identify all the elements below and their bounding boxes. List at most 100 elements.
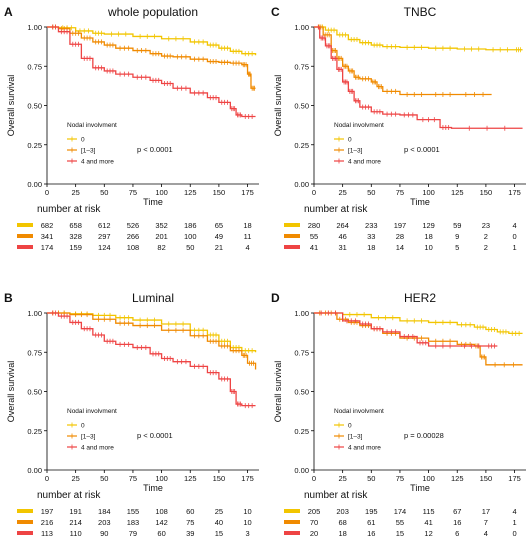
survival-curve-2	[47, 26, 256, 89]
panel-label: B	[4, 291, 13, 305]
risk-count: 40	[215, 518, 223, 527]
x-tick-label: 0	[312, 474, 316, 483]
risk-count: 2	[484, 243, 488, 252]
risk-count: 70	[310, 518, 318, 527]
panel-label: D	[271, 291, 280, 305]
x-axis-label: Time	[143, 197, 163, 207]
risk-count: 18	[243, 221, 251, 230]
risk-count: 100	[184, 232, 197, 241]
risk-count: 205	[308, 507, 321, 516]
risk-count: 16	[367, 529, 375, 538]
risk-count: 79	[129, 529, 137, 538]
risk-count: 183	[127, 518, 140, 527]
risk-count: 115	[423, 507, 435, 516]
risk-count: 233	[365, 221, 378, 230]
risk-row-swatch	[17, 520, 33, 524]
risk-count: 82	[157, 243, 165, 252]
survival-curve-2	[47, 312, 257, 370]
risk-count: 201	[155, 232, 168, 241]
risk-row-swatch	[17, 509, 33, 513]
y-tick-label: 0.75	[294, 62, 309, 71]
x-tick-label: 125	[451, 474, 464, 483]
y-axis-label: Overall survival	[273, 75, 283, 137]
risk-count: 31	[338, 243, 346, 252]
risk-count: 682	[41, 221, 54, 230]
legend-label: 4 and more	[81, 445, 114, 452]
risk-table-title: number at risk	[304, 204, 368, 215]
risk-count: 341	[41, 232, 54, 241]
y-tick-label: 0.50	[27, 388, 42, 397]
risk-table-title: number at risk	[37, 490, 101, 501]
risk-count: 1	[512, 243, 516, 252]
risk-count: 18	[338, 529, 346, 538]
risk-count: 174	[394, 507, 407, 516]
x-axis-label: Time	[410, 483, 430, 493]
legend-label: [1–3]	[348, 148, 363, 155]
legend-title: Nodal involvment	[334, 408, 384, 415]
x-tick-label: 50	[100, 474, 108, 483]
risk-count: 50	[186, 243, 194, 252]
legend-title: Nodal involvment	[67, 408, 117, 415]
risk-count: 195	[365, 507, 378, 516]
risk-count: 184	[98, 507, 111, 516]
x-tick-label: 0	[45, 188, 49, 197]
survival-curve-1	[314, 26, 523, 51]
x-tick-label: 25	[71, 188, 79, 197]
risk-count: 7	[484, 518, 488, 527]
risk-count: 216	[41, 518, 54, 527]
risk-count: 0	[512, 232, 516, 241]
y-tick-label: 1.00	[294, 23, 309, 32]
risk-count: 197	[394, 221, 407, 230]
chart-title: TNBC	[404, 5, 437, 19]
risk-count: 2	[484, 232, 488, 241]
y-tick-label: 0.25	[294, 141, 309, 150]
survival-curve-3	[314, 26, 523, 129]
risk-row-swatch	[284, 520, 300, 524]
x-tick-label: 125	[451, 188, 464, 197]
risk-count: 10	[424, 243, 432, 252]
risk-count: 110	[70, 529, 82, 538]
x-tick-label: 25	[338, 188, 346, 197]
risk-count: 41	[424, 518, 432, 527]
risk-count: 197	[41, 507, 54, 516]
risk-count: 41	[310, 243, 318, 252]
risk-count: 5	[455, 243, 459, 252]
risk-row-swatch	[17, 234, 33, 238]
p-value: p < 0.0001	[137, 145, 173, 154]
risk-count: 280	[308, 221, 321, 230]
x-axis-label: Time	[143, 483, 163, 493]
survival-curve-3	[47, 312, 256, 407]
risk-count: 68	[338, 518, 346, 527]
risk-count: 9	[455, 232, 459, 241]
risk-count: 352	[155, 221, 168, 230]
risk-count: 174	[41, 243, 54, 252]
risk-count: 3	[245, 529, 249, 538]
x-tick-label: 75	[129, 474, 137, 483]
risk-count: 4	[512, 221, 516, 230]
risk-count: 328	[69, 232, 82, 241]
risk-count: 124	[98, 243, 111, 252]
risk-count: 264	[336, 221, 349, 230]
x-tick-label: 175	[508, 474, 521, 483]
y-tick-label: 0.25	[27, 141, 42, 150]
x-tick-label: 0	[45, 474, 49, 483]
risk-count: 526	[127, 221, 140, 230]
x-tick-label: 100	[155, 188, 168, 197]
chart-title: whole population	[107, 5, 198, 19]
risk-count: 203	[336, 507, 349, 516]
y-axis-label: Overall survival	[273, 361, 283, 423]
legend-label: [1–3]	[348, 434, 363, 441]
y-tick-label: 0.50	[294, 388, 309, 397]
x-tick-label: 175	[241, 474, 254, 483]
risk-count: 159	[69, 243, 82, 252]
risk-count: 39	[186, 529, 194, 538]
y-tick-label: 0.00	[27, 466, 42, 475]
risk-count: 658	[69, 221, 82, 230]
legend-label: 0	[81, 423, 85, 430]
y-tick-label: 0.75	[27, 348, 42, 357]
panel-label: A	[4, 5, 13, 19]
